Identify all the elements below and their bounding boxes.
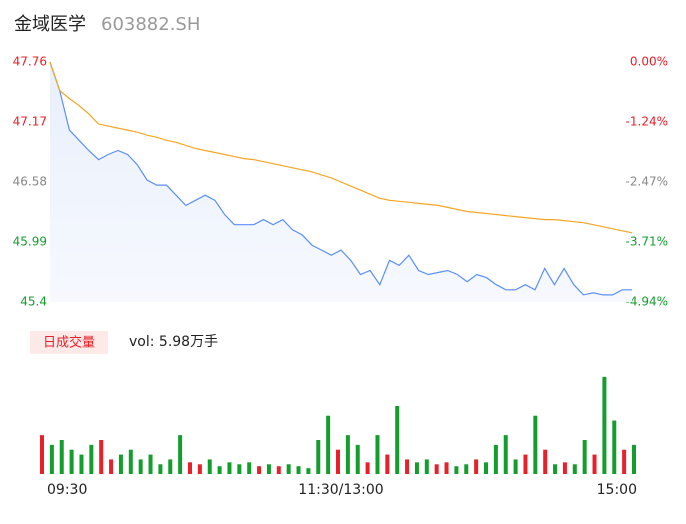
volume-bar (553, 464, 558, 474)
volume-bar (49, 444, 54, 474)
volume-bar (355, 444, 360, 474)
y2-tick-label: -4.94% (626, 295, 668, 309)
price-area (50, 62, 632, 302)
volume-bar (592, 454, 597, 474)
volume-bar (562, 462, 567, 474)
volume-bar (188, 462, 192, 474)
volume-bar (89, 444, 94, 474)
y-tick-label: 45.4 (20, 295, 47, 309)
volume-bar (454, 466, 459, 474)
volume-bar (207, 459, 212, 474)
volume-bar (306, 468, 311, 474)
volume-bar (286, 464, 291, 474)
volume-bar (217, 466, 222, 474)
volume-bar (79, 454, 84, 474)
volume-badge (30, 331, 108, 354)
y-tick-label: 46.58 (13, 175, 47, 189)
volume-bar (523, 454, 528, 474)
volume-bar (257, 466, 262, 474)
volume-bar (237, 464, 242, 474)
y2-tick-label: 0.00% (630, 55, 668, 69)
x-tick-label: 09:30 (47, 482, 87, 498)
average-line (49, 61, 633, 234)
volume-bar (326, 415, 331, 474)
y2-tick-label: -2.47% (626, 175, 668, 189)
volume-bar (484, 462, 488, 474)
volume-bar (474, 459, 479, 474)
volume-bar (296, 466, 301, 474)
volume-bar (543, 449, 548, 474)
volume-bar (414, 462, 419, 474)
volume-bar (316, 440, 321, 474)
volume-bar (572, 464, 577, 474)
volume-bar (622, 449, 627, 474)
volume-bar (345, 435, 350, 474)
x-tick-label: 15:00 (597, 482, 637, 498)
volume-summary: vol: 5.98万手 (129, 334, 218, 350)
x-tick-label: 11:30/13:00 (298, 482, 383, 498)
price-line (49, 61, 632, 296)
volume-bar (405, 459, 410, 474)
volume-bar (464, 464, 469, 474)
y-tick-label: 45.99 (13, 235, 47, 249)
volume-bar (148, 454, 153, 474)
volume-bar (69, 449, 74, 474)
volume-bar (533, 415, 538, 474)
volume-bar (503, 435, 508, 474)
volume-bar (582, 440, 587, 474)
volume-bar (434, 464, 439, 474)
volume-bar (395, 406, 400, 474)
volume-bar (375, 435, 380, 474)
stock-code: 603882.SH (101, 14, 200, 35)
volume-bar (365, 462, 370, 474)
volume-bar (513, 459, 518, 474)
volume-bar (128, 449, 133, 474)
volume-bar (424, 459, 429, 474)
volume-bar (109, 459, 114, 474)
volume-bar (99, 440, 104, 474)
volume-bar (197, 464, 202, 474)
volume-bar (602, 376, 607, 474)
volume-bar (158, 464, 163, 474)
volume-bar (227, 462, 232, 474)
volume-bar (493, 444, 498, 474)
y2-tick-label: -1.24% (626, 115, 668, 129)
y2-tick-label: -3.71% (626, 235, 668, 249)
volume-bar (336, 449, 340, 474)
volume-title: 日成交量 (43, 335, 95, 351)
volume-bar (168, 459, 173, 474)
volume-bar (612, 420, 617, 474)
volume-bar (138, 459, 143, 474)
volume-bar (276, 466, 281, 474)
volume-bar (632, 444, 636, 474)
volume-bar (178, 435, 183, 474)
volume-bar (118, 454, 123, 474)
volume-bar (59, 440, 64, 474)
y-tick-label: 47.17 (13, 115, 47, 129)
volume-bar (444, 462, 449, 474)
volume-bar (266, 464, 271, 474)
y-tick-label: 47.76 (13, 55, 47, 69)
volume-bar (385, 454, 390, 474)
volume-bar (40, 435, 44, 474)
stock-name: 金域医学 (14, 14, 86, 35)
volume-bar (247, 462, 252, 474)
